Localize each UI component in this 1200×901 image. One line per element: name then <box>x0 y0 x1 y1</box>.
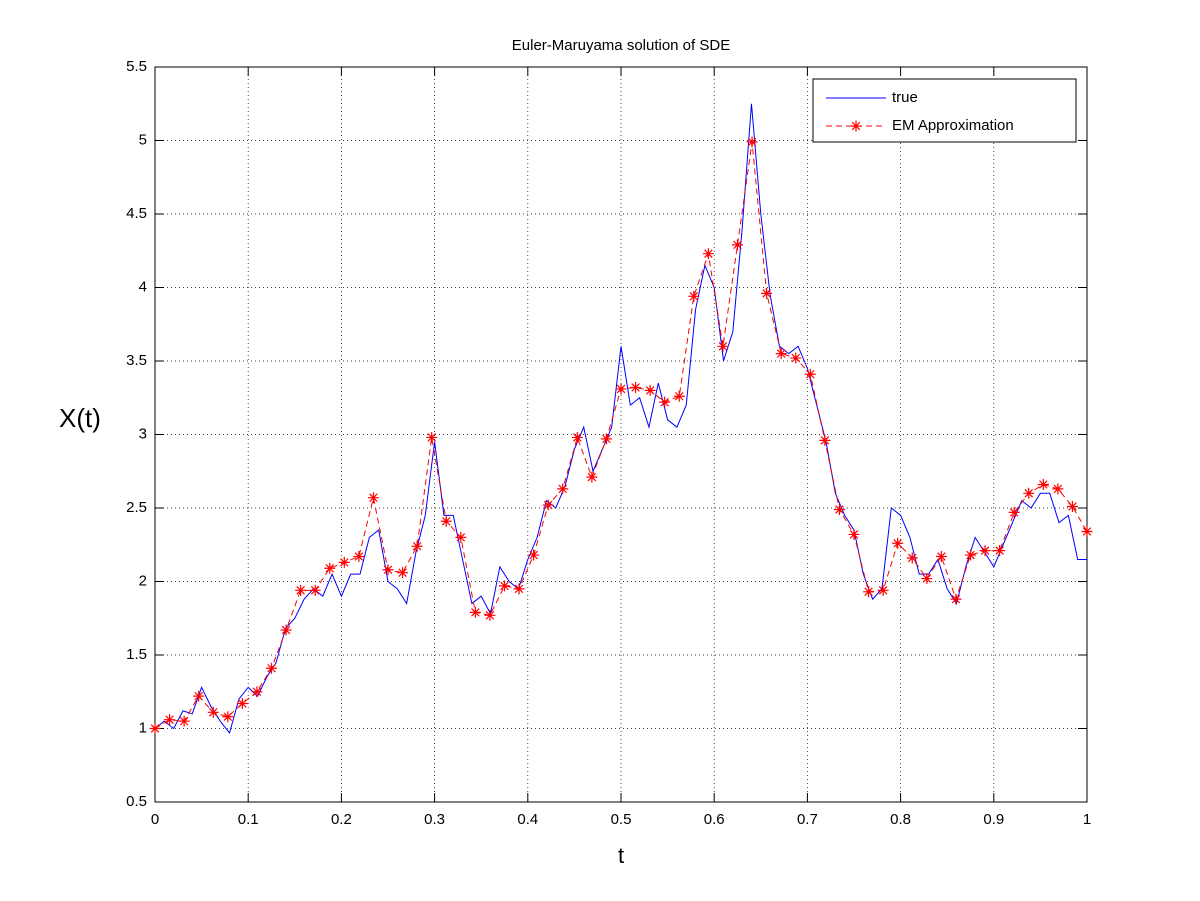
y-tick-label: 1 <box>139 719 147 736</box>
star-marker <box>324 562 336 574</box>
star-marker <box>863 586 875 598</box>
star-marker <box>775 348 787 360</box>
y-tick-label: 5 <box>139 131 147 148</box>
star-marker <box>178 715 190 727</box>
star-marker <box>877 584 889 596</box>
star-marker <box>149 723 161 734</box>
chart-title: Euler-Maruyama solution of SDE <box>512 37 730 54</box>
y-tick-label: 1.5 <box>126 646 147 663</box>
y-tick-label: 2 <box>139 572 147 589</box>
y-tick-label: 0.5 <box>126 793 147 810</box>
star-marker <box>979 545 991 557</box>
star-marker <box>571 431 583 443</box>
star-marker <box>790 352 802 364</box>
star-marker <box>833 503 845 515</box>
x-tick-label: 0.6 <box>704 811 725 828</box>
star-marker <box>411 540 423 552</box>
plot-frame <box>154 66 1088 803</box>
star-marker <box>600 433 612 445</box>
star-marker <box>850 120 862 132</box>
star-marker <box>630 381 642 393</box>
x-tick-label: 0.5 <box>611 811 632 828</box>
star-marker <box>280 624 292 636</box>
y-tick-label: 3.5 <box>126 352 147 369</box>
star-marker <box>1066 501 1078 513</box>
series-line <box>154 103 1087 734</box>
star-marker <box>499 580 510 592</box>
star-marker <box>761 287 773 299</box>
x-tick-label: 1 <box>1083 811 1091 828</box>
star-marker <box>673 390 685 402</box>
star-marker <box>1037 478 1049 490</box>
star-marker <box>994 545 1006 557</box>
x-tick-label: 0.8 <box>890 811 911 828</box>
star-marker <box>440 515 452 527</box>
star-marker <box>921 573 933 585</box>
star-marker <box>222 711 234 723</box>
star-marker <box>338 556 350 568</box>
star-marker <box>717 340 729 352</box>
y-tick-label: 4.5 <box>126 205 147 222</box>
x-tick-label: 0.3 <box>424 811 445 828</box>
star-marker <box>644 384 656 396</box>
legend-label: EM Approximation <box>892 117 1014 134</box>
x-tick-label: 0.9 <box>983 811 1004 828</box>
star-marker <box>295 584 307 596</box>
y-tick-label: 5.5 <box>126 58 147 75</box>
x-tick-label: 0.7 <box>797 811 818 828</box>
star-marker <box>1052 483 1064 495</box>
legend-box <box>812 78 1077 143</box>
star-marker <box>193 690 205 702</box>
star-marker <box>397 567 409 579</box>
star-marker <box>455 531 467 543</box>
star-marker <box>353 551 365 563</box>
y-tick-label: 3 <box>139 425 147 442</box>
star-marker <box>542 499 554 511</box>
star-marker <box>309 584 321 596</box>
star-marker <box>892 537 904 549</box>
star-marker <box>965 549 976 561</box>
star-marker <box>469 606 481 618</box>
star-marker <box>1008 506 1020 518</box>
star-marker <box>615 383 627 395</box>
star-marker <box>935 551 947 563</box>
star-marker <box>586 471 598 483</box>
star-marker <box>1081 526 1093 538</box>
star-marker <box>848 528 860 540</box>
legend-label: true <box>892 89 918 106</box>
x-tick-label: 0.1 <box>238 811 259 828</box>
star-marker <box>207 706 219 718</box>
x-tick-label: 0 <box>151 811 159 828</box>
star-marker <box>426 431 438 443</box>
star-marker <box>906 552 918 564</box>
star-marker <box>557 483 569 495</box>
star-marker <box>950 593 962 605</box>
star-marker <box>732 239 743 251</box>
star-marker <box>1023 487 1035 499</box>
legend: true EM Approximation <box>812 78 1077 143</box>
star-marker <box>513 583 525 595</box>
star-marker <box>688 290 700 302</box>
star-marker <box>528 549 540 561</box>
star-marker <box>804 368 816 380</box>
y-tick-label: 2.5 <box>126 499 147 516</box>
star-marker <box>266 662 277 674</box>
star-marker <box>484 609 496 621</box>
star-marker <box>659 396 671 408</box>
y-tick-label: 4 <box>139 278 147 295</box>
x-tick-label: 0.2 <box>331 811 352 828</box>
star-marker <box>746 136 758 148</box>
star-marker <box>367 492 379 504</box>
star-marker <box>819 434 831 446</box>
star-marker <box>236 698 248 710</box>
star-marker <box>702 248 714 260</box>
x-tick-label: 0.4 <box>517 811 538 828</box>
star-marker <box>251 686 263 698</box>
x-axis-label: t <box>618 843 624 868</box>
star-marker <box>164 714 176 726</box>
y-axis-label: X(t) <box>59 403 101 433</box>
star-marker <box>382 564 394 576</box>
